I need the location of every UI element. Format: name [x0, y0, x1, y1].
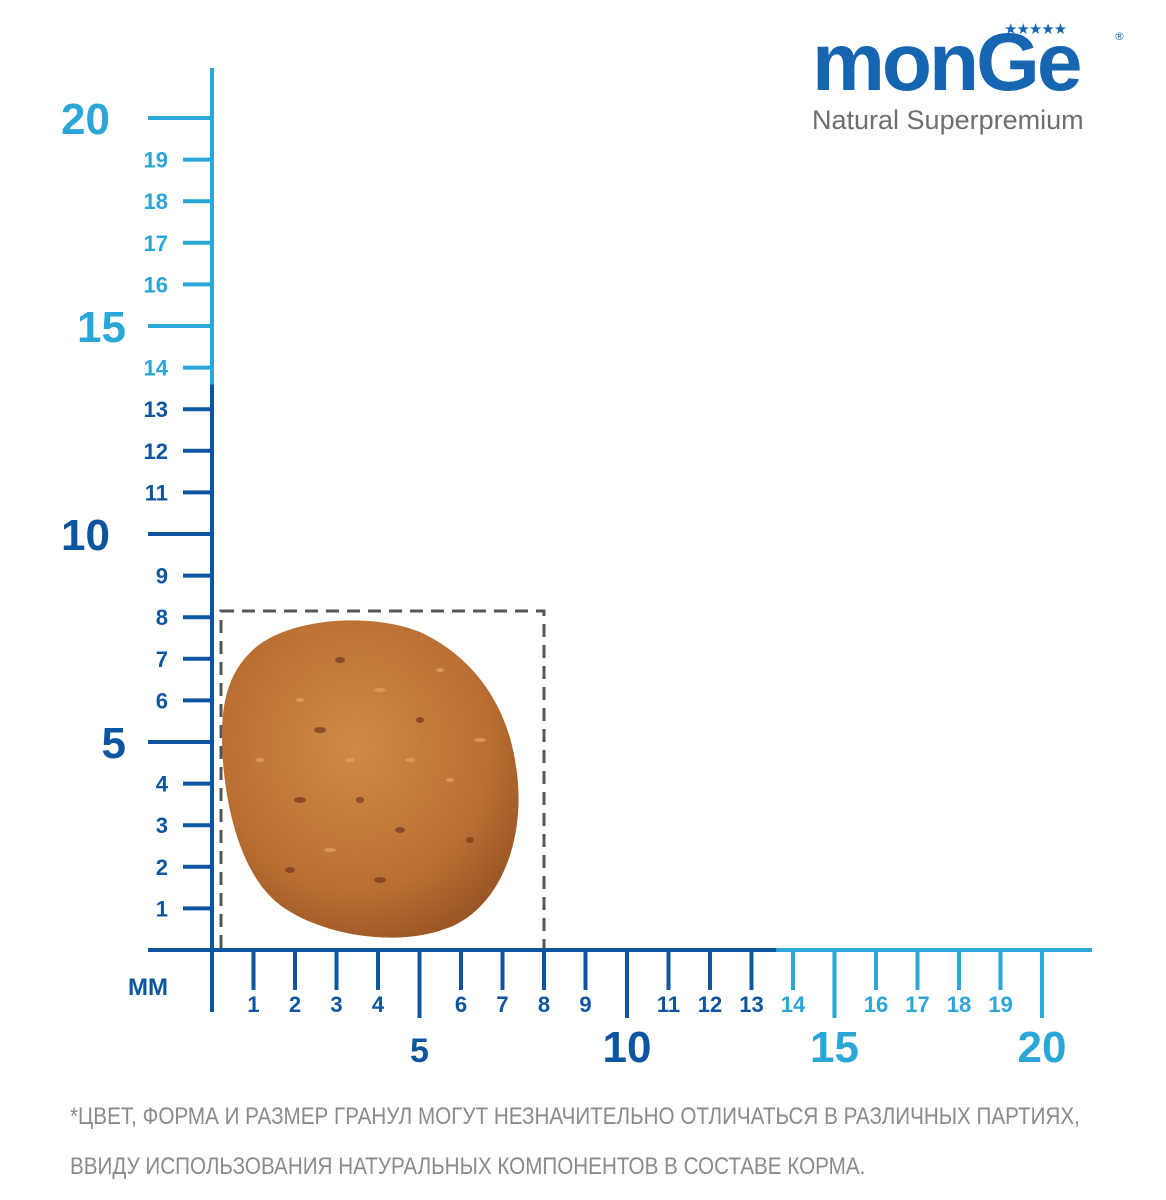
x-minor-label: 12 — [698, 992, 722, 1017]
y-minor-label: 11 — [145, 480, 168, 505]
kibble-speck — [436, 668, 444, 672]
y-minor-label: 3 — [156, 813, 168, 838]
x-minor-label: 6 — [455, 992, 467, 1017]
y-minor-label: 16 — [144, 272, 168, 297]
x-major-label: 15 — [810, 1023, 859, 1072]
x-major-label: 5 — [410, 1032, 429, 1070]
y-minor-label: 2 — [156, 855, 168, 880]
kibble-speck — [416, 717, 424, 723]
y-minor-label: 4 — [156, 772, 169, 797]
brand-logo: monGe ★★★★★ ® Natural Superpremium — [808, 18, 1138, 138]
x-minor-label: 4 — [372, 992, 385, 1017]
y-minor-label: 7 — [156, 647, 168, 672]
kibble-speck — [294, 797, 306, 803]
x-minor-label: 9 — [579, 992, 591, 1017]
kibble-speck — [374, 688, 386, 692]
y-major-label: 5 — [102, 719, 126, 768]
star-icons: ★★★★★ — [1004, 20, 1067, 38]
x-minor-label: 2 — [289, 992, 301, 1017]
kibble-layer — [219, 609, 546, 952]
kibble-speck — [314, 727, 326, 733]
y-major-label: 15 — [77, 303, 126, 352]
kibble-speck — [395, 827, 405, 833]
kibble-speck — [285, 867, 295, 873]
kibble-speck — [356, 797, 364, 803]
kibble-speck — [405, 758, 415, 762]
x-major-label: 20 — [1018, 1023, 1067, 1072]
y-minor-label: 9 — [156, 564, 168, 589]
x-minor-label: 18 — [947, 992, 971, 1017]
axes — [148, 68, 1092, 1018]
x-minor-label: 8 — [538, 992, 550, 1017]
y-minor-label: 13 — [144, 397, 168, 422]
x-minor-label: 14 — [781, 992, 806, 1017]
x-minor-label: 11 — [657, 992, 680, 1017]
x-minor-label: 19 — [988, 992, 1012, 1017]
y-minor-label: 19 — [144, 148, 168, 173]
y-minor-label: 18 — [144, 189, 168, 214]
x-major-label: 10 — [603, 1023, 652, 1072]
unit-label: ММ — [128, 974, 168, 1001]
x-minor-label: 16 — [864, 992, 888, 1017]
kibble-speck — [324, 848, 336, 852]
kibble-speck — [374, 877, 386, 883]
kibble-pellet-image — [222, 620, 519, 938]
brand-wordmark: monGe — [812, 17, 1082, 108]
y-minor-label: 6 — [156, 688, 168, 713]
registered-mark: ® — [1114, 30, 1125, 43]
y-minor-label: 8 — [156, 605, 168, 630]
x-minor-label: 1 — [247, 992, 259, 1017]
kibble-speck — [345, 758, 355, 762]
kibble-speck — [474, 738, 486, 742]
x-minor-label: 17 — [905, 992, 929, 1017]
y-minor-label: 12 — [144, 439, 168, 464]
footnote-line-2: ВВИДУ ИСПОЛЬЗОВАНИЯ НАТУРАЛЬНЫХ КОМПОНЕН… — [70, 1153, 866, 1180]
x-minor-label: 13 — [739, 992, 763, 1017]
y-minor-label: 1 — [156, 896, 168, 921]
y-major-label: 10 — [61, 511, 110, 560]
kibble-speck — [335, 657, 345, 663]
kibble-speck — [296, 698, 304, 702]
x-minor-label: 3 — [330, 992, 342, 1017]
footnote-line-1: *ЦВЕТ, ФОРМА И РАЗМЕР ГРАНУЛ МОГУТ НЕЗНА… — [70, 1103, 1080, 1130]
brand-tagline: Natural Superpremium — [812, 105, 1084, 135]
y-minor-label: 14 — [144, 356, 169, 381]
y-major-label: 20 — [61, 95, 110, 144]
x-minor-label: 7 — [496, 992, 508, 1017]
kibble-speck — [466, 837, 474, 843]
y-minor-label: 17 — [144, 231, 168, 256]
kibble-speck — [255, 758, 265, 762]
kibble-speck — [446, 778, 454, 782]
